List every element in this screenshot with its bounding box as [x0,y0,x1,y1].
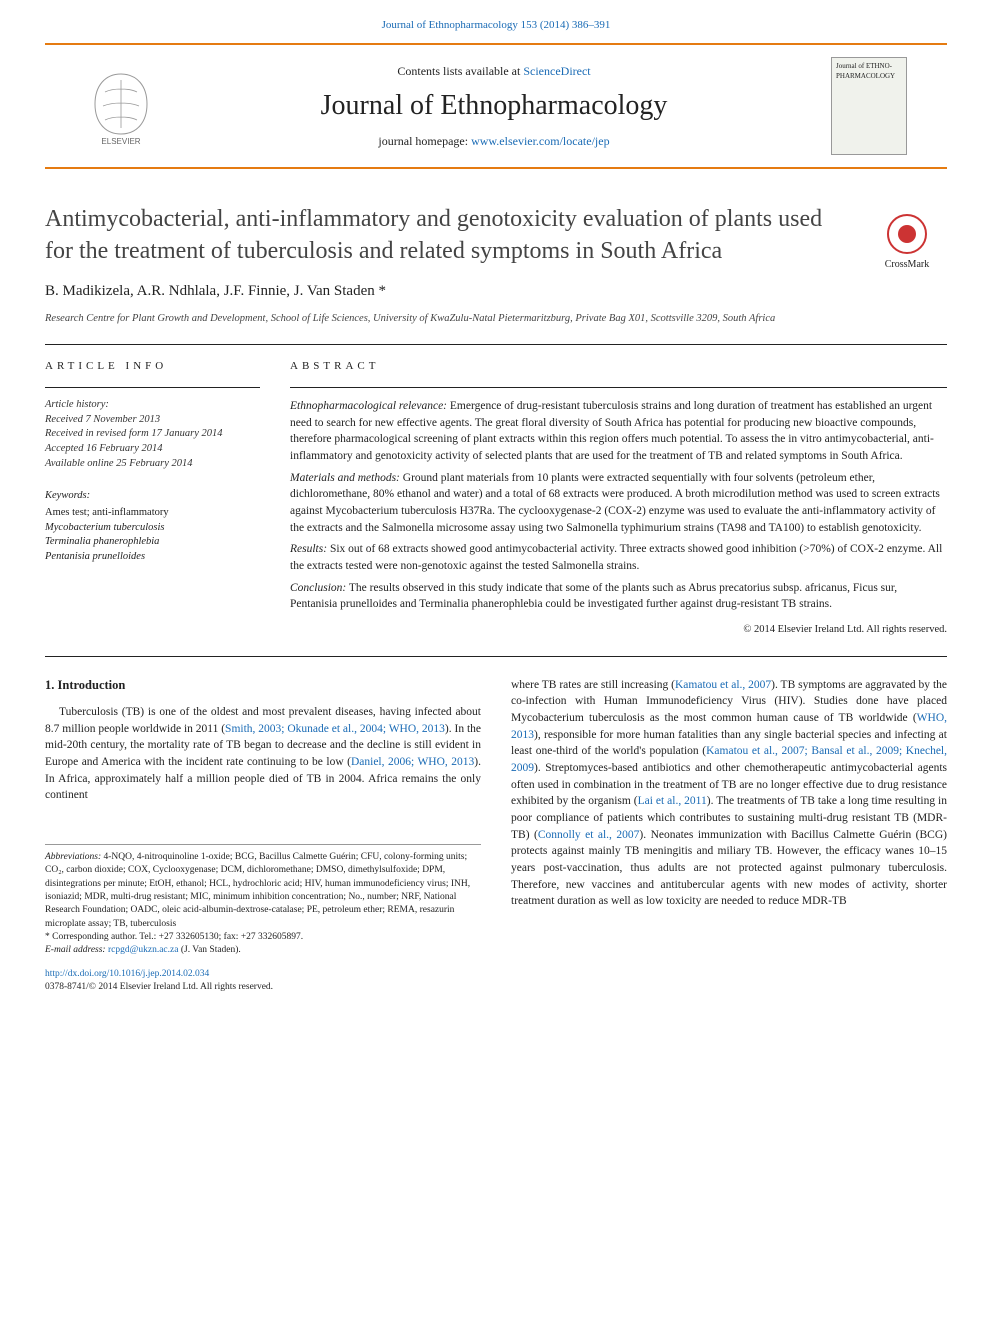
abstract-part: Conclusion: The results observed in this… [290,580,947,613]
abstract-label: Conclusion: [290,582,346,594]
abstract-label: Ethnopharmacological relevance: [290,400,447,412]
abstract-part: Results: Six out of 68 extracts showed g… [290,541,947,574]
introduction-text-right: where TB rates are still increasing (Kam… [511,677,947,910]
banner-center: Contents lists available at ScienceDirec… [157,63,831,150]
revised-date: Received in revised form 17 January 2014 [45,428,222,439]
abstract-column: ABSTRACT Ethnopharmacological relevance:… [290,359,947,637]
abstract-label: Materials and methods: [290,472,400,484]
crossmark-badge[interactable]: CrossMark [867,214,947,274]
keyword: Terminalia phanerophlebia [45,535,260,550]
divider [45,656,947,657]
intro-text: where TB rates are still increasing ( [511,679,675,691]
abstract-text: The results observed in this study indic… [290,582,897,611]
keywords-block: Keywords: Ames test; anti-inflammatory M… [45,489,260,564]
abstract-header: ABSTRACT [290,359,947,374]
journal-cover-thumbnail: Journal of ETHNO-PHARMACOLOGY [831,57,907,155]
info-abstract-row: ARTICLE INFO Article history: Received 7… [45,359,947,637]
abbreviations-text: 4-NQO, 4-nitroquinoline 1-oxide; BCG, Ba… [45,852,470,928]
crossmark-label: CrossMark [867,258,947,272]
homepage-link[interactable]: www.elsevier.com/locate/jep [471,134,610,148]
keyword: Ames test; anti-inflammatory [45,506,260,521]
email-label: E-mail address: [45,945,108,955]
doi-block: http://dx.doi.org/10.1016/j.jep.2014.02.… [45,968,947,995]
sciencedirect-link[interactable]: ScienceDirect [523,64,590,78]
email-person: (J. Van Staden). [178,945,240,955]
introduction-header: 1. Introduction [45,677,481,695]
divider [45,344,947,345]
article-header: CrossMark Antimycobacterial, anti-inflam… [45,204,947,326]
body-columns: 1. Introduction Tuberculosis (TB) is one… [45,677,947,958]
crossmark-icon [887,214,927,254]
abstract-copyright: © 2014 Elsevier Ireland Ltd. All rights … [290,623,947,638]
homepage-prefix: journal homepage: [378,134,471,148]
affiliation: Research Centre for Plant Growth and Dev… [45,312,947,327]
journal-name: Journal of Ethnopharmacology [157,86,831,125]
svg-text:ELSEVIER: ELSEVIER [101,137,140,146]
abstract-part: Ethnopharmacological relevance: Emergenc… [290,398,947,465]
page-reference: Journal of Ethnopharmacology 153 (2014) … [0,0,992,43]
email-link[interactable]: rcpgd@ukzn.ac.za [108,945,178,955]
keyword: Pentanisia prunelloides [45,550,260,565]
citation-link[interactable]: Smith, 2003; Okunade et al., 2004; WHO, … [225,723,445,735]
keyword: Mycobacterium tuberculosis [45,521,260,536]
doi-link[interactable]: http://dx.doi.org/10.1016/j.jep.2014.02.… [45,969,209,979]
citation-link[interactable]: Lai et al., 2011 [638,795,707,807]
accepted-date: Accepted 16 February 2014 [45,443,163,454]
email-line: E-mail address: rcpgd@ukzn.ac.za (J. Van… [45,944,481,957]
article-info-column: ARTICLE INFO Article history: Received 7… [45,359,260,637]
article-history: Article history: Received 7 November 201… [45,398,260,471]
abstract-text: Six out of 68 extracts showed good antim… [290,543,942,572]
abbreviations-label: Abbreviations: [45,852,101,862]
online-date: Available online 25 February 2014 [45,458,193,469]
contents-prefix: Contents lists available at [397,64,523,78]
citation-link[interactable]: Connolly et al., 2007 [538,829,640,841]
corresponding-author: * Corresponding author. Tel.: +27 332605… [45,931,481,944]
article-title: Antimycobacterial, anti-inflammatory and… [45,204,947,266]
introduction-text-left: Tuberculosis (TB) is one of the oldest a… [45,704,481,804]
article-info-header: ARTICLE INFO [45,359,260,374]
issn-line: 0378-8741/© 2014 Elsevier Ireland Ltd. A… [45,982,273,992]
contents-line: Contents lists available at ScienceDirec… [157,63,831,80]
body-col-left: 1. Introduction Tuberculosis (TB) is one… [45,677,481,958]
homepage-line: journal homepage: www.elsevier.com/locat… [157,133,831,150]
authors: B. Madikizela, A.R. Ndhlala, J.F. Finnie… [45,281,947,302]
abstract-part: Materials and methods: Ground plant mate… [290,470,947,537]
journal-banner: ELSEVIER Contents lists available at Sci… [45,43,947,169]
page-reference-link[interactable]: Journal of Ethnopharmacology 153 (2014) … [382,19,611,31]
keywords-label: Keywords: [45,489,260,504]
history-label: Article history: [45,399,109,410]
abstract-body: Ethnopharmacological relevance: Emergenc… [290,398,947,613]
citation-link[interactable]: Daniel, 2006; WHO, 2013 [351,756,474,768]
footnotes: Abbreviations: 4-NQO, 4-nitroquinoline 1… [45,844,481,957]
elsevier-logo: ELSEVIER [85,66,157,146]
journal-cover-title: Journal of ETHNO-PHARMACOLOGY [832,58,906,86]
citation-link[interactable]: Kamatou et al., 2007 [675,679,771,691]
received-date: Received 7 November 2013 [45,414,160,425]
abstract-label: Results: [290,543,327,555]
abbreviations-line: Abbreviations: 4-NQO, 4-nitroquinoline 1… [45,851,481,931]
body-col-right: where TB rates are still increasing (Kam… [511,677,947,958]
